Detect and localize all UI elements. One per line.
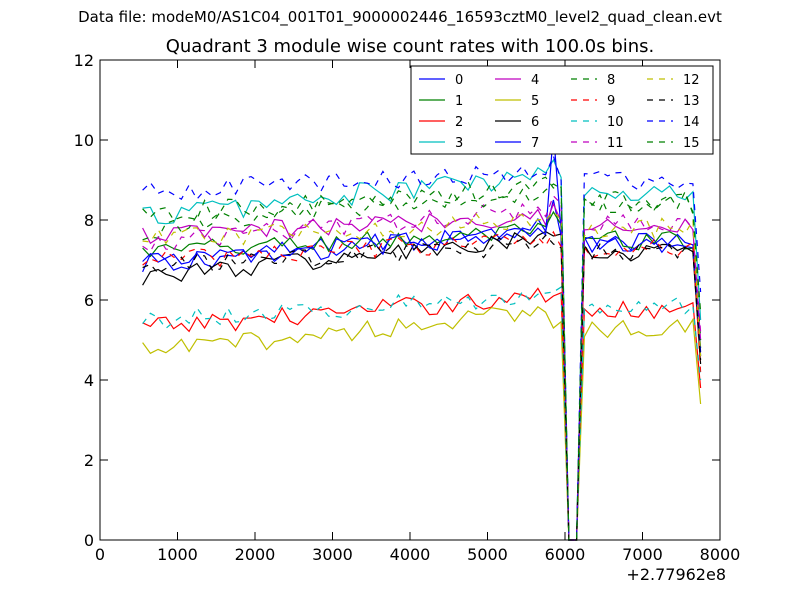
- axis-ticks: 0 1000 2000 3000 4000 5000 6000 7000 80000246810…: [74, 51, 741, 584]
- series-line-5: [142, 305, 702, 541]
- y-tick-label: 4: [84, 371, 94, 390]
- x-tick-label: 6000: [545, 545, 586, 564]
- series-line-8: [142, 176, 702, 541]
- series-line-11: [142, 194, 702, 541]
- series-line-0: [142, 199, 702, 541]
- x-offset-label: +2.77962e8: [626, 565, 726, 584]
- legend-label-7: 7: [531, 136, 539, 151]
- legend-label-1: 1: [455, 94, 463, 109]
- series-line-10: [142, 286, 702, 541]
- series-line-9: [142, 230, 702, 541]
- y-tick-label: 0: [84, 531, 94, 550]
- legend-label-10: 10: [607, 115, 624, 130]
- series-line-6: [142, 230, 702, 541]
- x-tick-label: 5000: [467, 545, 508, 564]
- legend-label-8: 8: [607, 73, 615, 88]
- legend-label-6: 6: [531, 115, 539, 130]
- series-line-14: [142, 154, 702, 541]
- legend-label-2: 2: [455, 115, 463, 130]
- x-tick-label: 4000: [390, 545, 431, 564]
- legend-label-14: 14: [683, 115, 700, 130]
- x-tick-label: 1000: [157, 545, 198, 564]
- legend-label-9: 9: [607, 94, 615, 109]
- y-tick-label: 2: [84, 451, 94, 470]
- y-tick-label: 10: [74, 131, 94, 150]
- legend-label-12: 12: [683, 73, 700, 88]
- x-tick-label: 2000: [235, 545, 276, 564]
- x-tick-label: 7000: [622, 545, 663, 564]
- figure-suptitle: Data file: modeM0/AS1C04_001T01_90000024…: [78, 8, 722, 26]
- legend-label-3: 3: [455, 136, 463, 151]
- series-layer: [142, 131, 702, 541]
- legend-label-15: 15: [683, 136, 700, 151]
- series-line-4: [142, 202, 702, 541]
- legend-label-0: 0: [455, 73, 463, 88]
- series-line-13: [142, 234, 702, 541]
- x-tick-label: 0: [95, 545, 105, 564]
- legend-box: [410, 65, 714, 155]
- x-tick-label: 3000: [312, 545, 353, 564]
- legend-label-5: 5: [531, 94, 539, 109]
- y-tick-label: 6: [84, 291, 94, 310]
- legend-label-4: 4: [531, 73, 539, 88]
- x-tick-label: 8000: [700, 545, 741, 564]
- series-line-12: [142, 211, 702, 541]
- series-line-1: [142, 210, 702, 541]
- chart-title: Quadrant 3 module wise count rates with …: [165, 36, 655, 57]
- series-line-3: [142, 158, 702, 541]
- series-line-2: [142, 287, 702, 541]
- legend-label-11: 11: [607, 136, 624, 151]
- legend-label-13: 13: [683, 94, 700, 109]
- series-line-7: [142, 131, 702, 541]
- y-tick-label: 12: [74, 51, 94, 70]
- y-tick-label: 8: [84, 211, 94, 230]
